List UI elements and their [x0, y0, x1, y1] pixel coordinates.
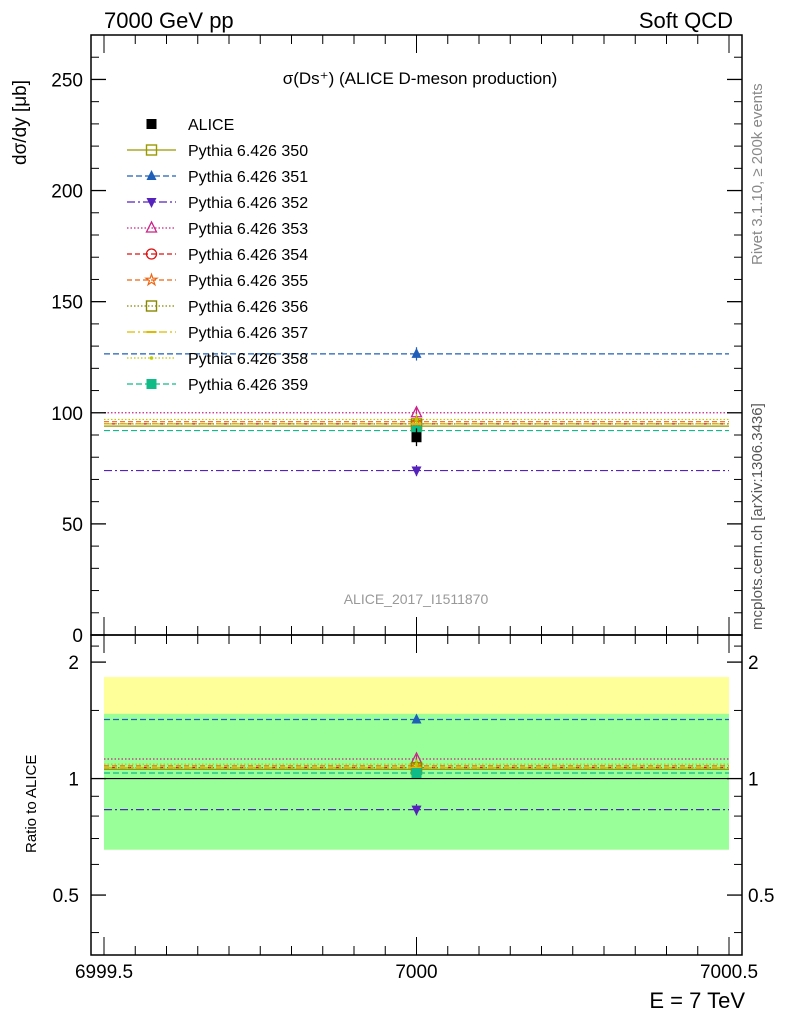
ratio-tick-label: 2 — [68, 653, 79, 674]
legend-label: Pythia 6.426 354 — [188, 247, 308, 264]
ratio-y-axis-label: Ratio to ALICE — [23, 755, 40, 853]
y-tick-label: 0 — [72, 626, 83, 647]
ratio-marker-352 — [411, 805, 422, 816]
legend-marker — [146, 119, 157, 129]
x-tick-label: 7000 — [395, 962, 437, 983]
ratio-tick-label-right: 2 — [748, 653, 759, 674]
y-tick-label: 100 — [51, 404, 83, 425]
header-right: Soft QCD — [639, 8, 733, 33]
legend-marker — [145, 144, 158, 156]
x-tick-label: 6999.5 — [75, 962, 133, 983]
legend-label: Pythia 6.426 358 — [188, 351, 308, 368]
ratio-marker-351 — [411, 713, 422, 724]
rivet-label: Rivet 3.1.10, ≥ 200k events — [749, 83, 766, 265]
ratio-tick-label-right: 1 — [748, 770, 759, 791]
legend-label: Pythia 6.426 356 — [188, 299, 308, 316]
legend-label: ALICE — [188, 117, 234, 134]
data-marker — [411, 432, 422, 443]
series-marker-358 — [414, 417, 419, 422]
legend-marker — [146, 198, 157, 208]
legend-label: Pythia 6.426 350 — [188, 143, 308, 160]
chart-title: σ(Ds⁺) (ALICE D-meson production) — [283, 69, 558, 88]
ratio-band-inner — [104, 713, 729, 850]
ratio-tick-label-right: 0.5 — [748, 886, 774, 907]
legend-marker — [145, 220, 158, 233]
legend-marker — [149, 356, 154, 360]
legend-label: Pythia 6.426 351 — [188, 169, 308, 186]
legend-label: Pythia 6.426 355 — [188, 273, 308, 290]
y-tick-label: 200 — [51, 182, 83, 203]
ratio-tick-label: 0.5 — [53, 886, 79, 907]
y-tick-label: 50 — [62, 515, 83, 536]
legend-label: Pythia 6.426 359 — [188, 377, 308, 394]
analysis-watermark: ALICE_2017_I1511870 — [344, 591, 489, 607]
legend-marker — [145, 248, 158, 260]
ratio-tick-label: 1 — [68, 770, 79, 791]
legend-marker — [145, 300, 158, 312]
mcplots-label: mcplots.cern.ch [arXiv:1306.3436] — [749, 403, 766, 630]
y-axis-label: dσ/dy [μb] — [10, 80, 31, 165]
ratio-marker-358 — [414, 762, 419, 766]
ratio-marker-359 — [411, 768, 422, 779]
legend-label: Pythia 6.426 353 — [188, 221, 308, 238]
x-axis-label: E = 7 TeV — [649, 988, 745, 1013]
series-marker-352 — [411, 466, 422, 477]
legend-marker — [144, 272, 159, 287]
legend-label: Pythia 6.426 352 — [188, 195, 308, 212]
legend-marker — [146, 170, 157, 180]
y-tick-label: 250 — [51, 70, 83, 91]
legend-marker — [146, 379, 157, 389]
x-tick-label: 7000.5 — [700, 962, 758, 983]
header-left: 7000 GeV pp — [104, 8, 234, 33]
series-marker-351 — [411, 347, 422, 358]
y-tick-label: 150 — [51, 293, 83, 314]
legend-label: Pythia 6.426 357 — [188, 325, 308, 342]
